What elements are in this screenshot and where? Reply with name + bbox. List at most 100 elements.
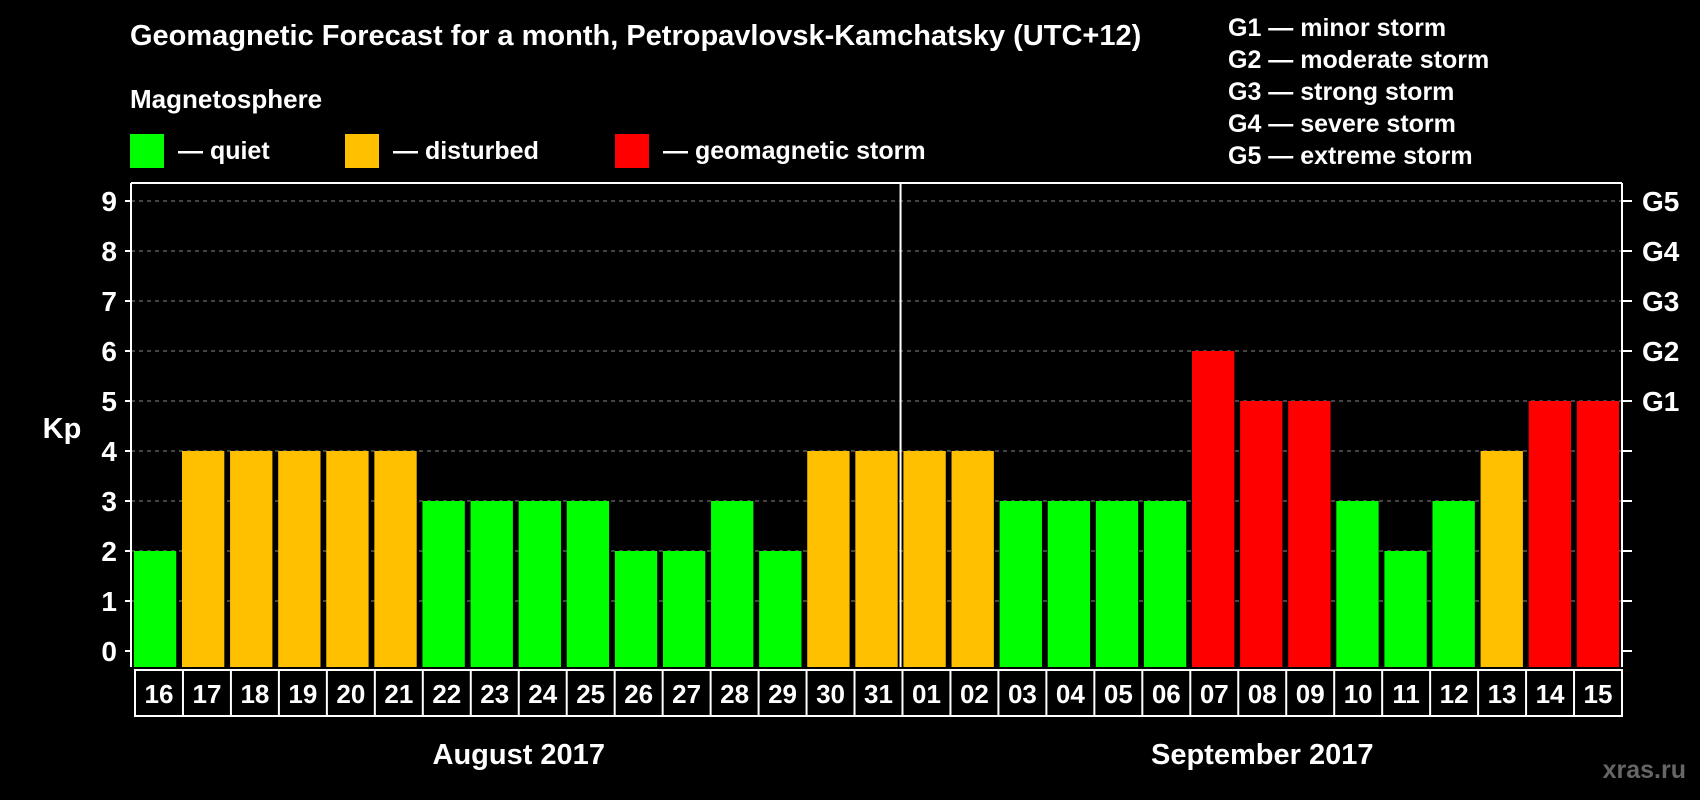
date-label-07: 07: [1200, 679, 1229, 709]
y-tick-label: 4: [101, 436, 117, 467]
bar-2: [230, 451, 273, 667]
legend-label-quiet: — quiet: [178, 136, 270, 165]
magnetosphere-label: Magnetosphere: [130, 84, 323, 114]
bar-6: [422, 501, 465, 667]
bar-8: [518, 501, 561, 667]
bar-16: [903, 451, 946, 667]
bar-11: [662, 551, 706, 667]
bar-22: [1192, 351, 1235, 667]
right-axis-label-g2: G2: [1642, 336, 1679, 367]
y-axis-label: Kp: [43, 413, 82, 445]
y-tick-label: 6: [101, 336, 117, 367]
y-tick-label: 8: [101, 236, 117, 267]
bar-12: [711, 501, 754, 667]
right-axis-label-g4: G4: [1642, 236, 1680, 267]
date-label-17: 17: [192, 679, 221, 709]
bar-15: [855, 451, 898, 667]
bar-27: [1432, 501, 1475, 667]
date-label-09: 09: [1296, 679, 1325, 709]
date-label-21: 21: [384, 679, 413, 709]
bar-9: [566, 501, 610, 667]
storm-swatch: [615, 134, 649, 168]
date-label-03: 03: [1008, 679, 1037, 709]
bar-29: [1528, 401, 1572, 667]
date-label-14: 14: [1536, 679, 1565, 709]
bar-20: [1095, 501, 1139, 667]
date-label-19: 19: [288, 679, 317, 709]
date-label-31: 31: [864, 679, 893, 709]
date-label-02: 02: [960, 679, 989, 709]
axes: [125, 182, 1632, 717]
date-label-29: 29: [768, 679, 797, 709]
date-label-06: 06: [1152, 679, 1181, 709]
watermark: xras.ru: [1602, 756, 1686, 784]
storm-scale-g4: G4 — severe storm: [1228, 110, 1456, 138]
date-label-13: 13: [1488, 679, 1517, 709]
right-axis-label-g1: G1: [1642, 386, 1679, 417]
y-tick-label: 5: [101, 386, 117, 417]
bar-21: [1143, 501, 1187, 667]
bars: [133, 351, 1620, 667]
bar-18: [999, 501, 1042, 667]
date-label-04: 04: [1056, 679, 1085, 709]
bar-0: [133, 551, 177, 667]
storm-scale-g2: G2 — moderate storm: [1228, 46, 1490, 74]
y-tick-label: 2: [101, 536, 117, 567]
bar-23: [1240, 401, 1283, 667]
date-label-20: 20: [336, 679, 365, 709]
bar-3: [278, 451, 321, 667]
date-label-18: 18: [240, 679, 269, 709]
y-tick-label: 3: [101, 486, 117, 517]
chart-title: Geomagnetic Forecast for a month, Petrop…: [130, 20, 1142, 52]
bar-13: [759, 551, 802, 667]
legend-item-quiet: — quiet: [130, 134, 270, 168]
legend-label-storm: — geomagnetic storm: [663, 136, 926, 165]
date-label-25: 25: [576, 679, 605, 709]
legend-label-disturbed: — disturbed: [393, 136, 539, 165]
bar-5: [374, 451, 417, 667]
right-axis-label-g5: G5: [1642, 186, 1679, 217]
bar-7: [470, 501, 513, 667]
date-label-28: 28: [720, 679, 749, 709]
date-label-27: 27: [672, 679, 701, 709]
y-tick-label: 1: [101, 586, 117, 617]
date-label-30: 30: [816, 679, 845, 709]
date-row-frame: [134, 669, 1623, 717]
legend-item-disturbed: — disturbed: [345, 134, 539, 168]
bar-19: [1047, 501, 1091, 667]
date-label-05: 05: [1104, 679, 1133, 709]
date-label-16: 16: [145, 679, 174, 709]
date-label-08: 08: [1248, 679, 1277, 709]
bar-1: [181, 451, 225, 667]
month-label-0: August 2017: [433, 739, 605, 771]
bar-17: [951, 451, 994, 667]
date-label-12: 12: [1440, 679, 1469, 709]
date-label-10: 10: [1344, 679, 1373, 709]
date-label-26: 26: [624, 679, 653, 709]
date-label-15: 15: [1584, 679, 1613, 709]
disturbed-swatch: [345, 134, 379, 168]
bar-30: [1576, 401, 1620, 667]
legend-item-storm: — geomagnetic storm: [615, 134, 926, 168]
storm-scale-g3: G3 — strong storm: [1228, 78, 1455, 106]
bar-4: [326, 451, 369, 667]
date-label-01: 01: [912, 679, 941, 709]
bar-10: [614, 551, 658, 667]
storm-scale-g1: G1 — minor storm: [1228, 14, 1447, 42]
bar-28: [1480, 451, 1523, 667]
date-label-11: 11: [1392, 679, 1420, 709]
quiet-swatch: [130, 134, 164, 168]
date-label-23: 23: [480, 679, 509, 709]
right-axis-label-g3: G3: [1642, 286, 1679, 317]
bar-25: [1336, 501, 1379, 667]
bar-26: [1384, 551, 1427, 667]
y-tick-label: 7: [101, 286, 117, 317]
date-label-22: 22: [432, 679, 461, 709]
storm-scale-g5: G5 — extreme storm: [1228, 142, 1473, 170]
date-label-24: 24: [528, 679, 557, 709]
y-tick-label: 9: [101, 186, 117, 217]
y-tick-label: 0: [101, 636, 117, 667]
month-label-1: September 2017: [1151, 739, 1373, 771]
